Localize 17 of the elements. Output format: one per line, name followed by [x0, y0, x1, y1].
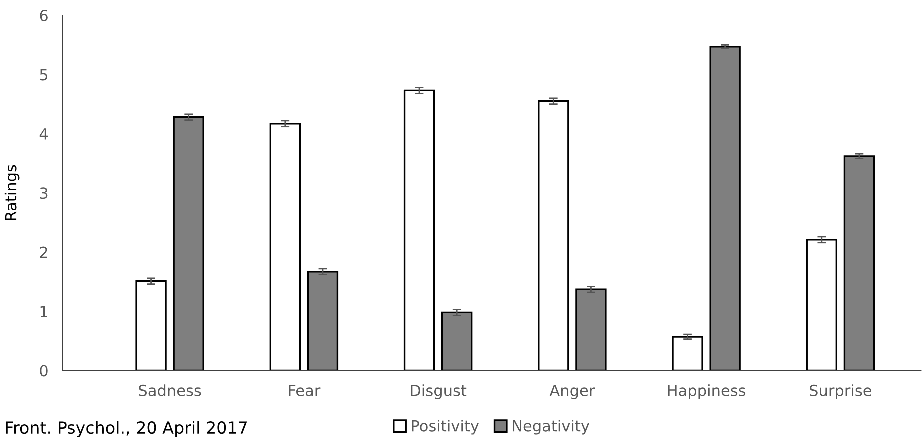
- x-tick-label: Disgust: [411, 384, 467, 400]
- y-tick-label: 5: [40, 69, 48, 81]
- y-tick-label: 4: [40, 128, 48, 140]
- x-tick-label: Happiness: [668, 384, 746, 400]
- y-tick-label: 1: [40, 306, 48, 318]
- y-tick-label: 0: [40, 365, 48, 377]
- legend-label: Negativity: [513, 420, 590, 435]
- x-tick-label: Fear: [289, 385, 321, 396]
- x-tick-label: Sadness: [139, 384, 202, 396]
- y-axis-title: Ratings: [4, 165, 20, 220]
- y-tick-label: 3: [40, 188, 48, 200]
- y-tick-label: 2: [40, 246, 48, 258]
- x-tick-label: Surprise: [810, 384, 872, 400]
- text: Front. Psychol., 20 April 2017: [6, 421, 248, 438]
- legend-label: Positivity: [412, 420, 480, 435]
- y-tick-label: 6: [40, 10, 48, 22]
- x-tick-label: Anger: [550, 385, 596, 400]
